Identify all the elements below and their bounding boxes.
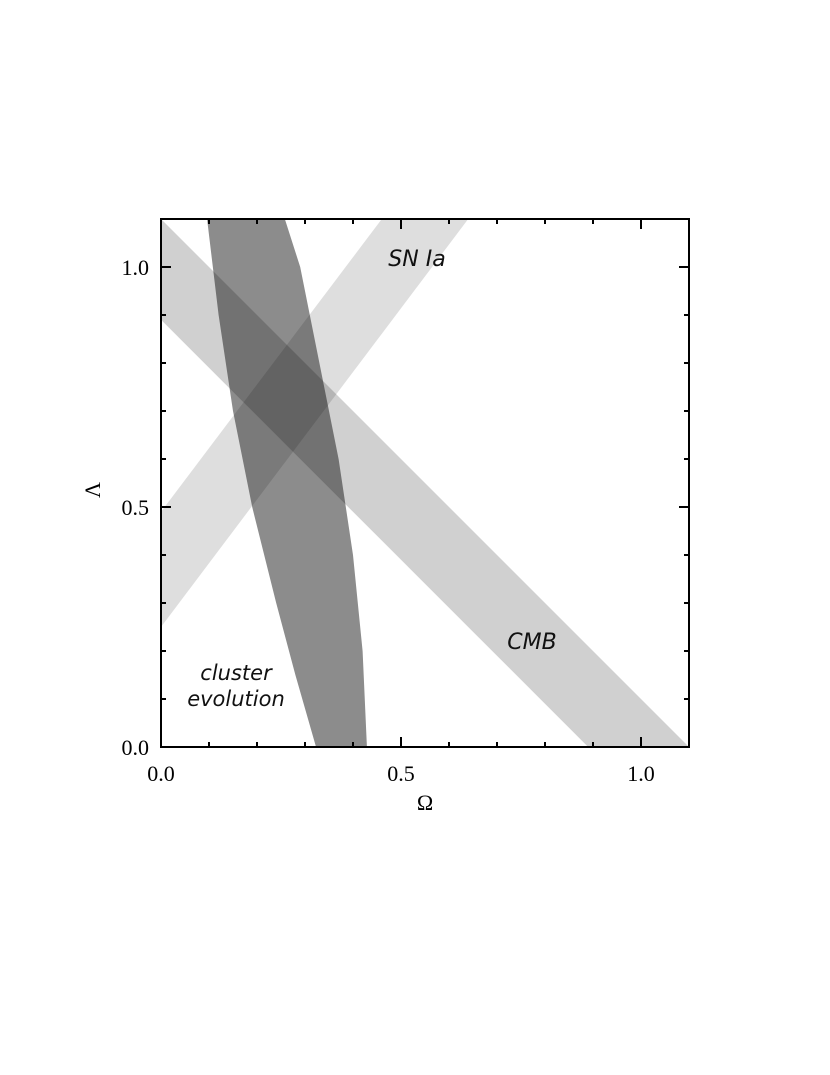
x-tick-label: 0.5 xyxy=(387,761,415,786)
region-label: CMB xyxy=(507,630,556,655)
y-tick-label: 0.0 xyxy=(122,735,150,760)
y-axis-label: Λ xyxy=(80,482,105,498)
plot-frame xyxy=(160,218,690,748)
y-tick-label: 1.0 xyxy=(122,255,150,280)
x-tick-label: 0.0 xyxy=(147,761,175,786)
x-axis-label: Ω xyxy=(417,790,433,815)
region-label: SN Ia xyxy=(388,247,445,272)
x-tick-label: 1.0 xyxy=(627,761,655,786)
region xyxy=(207,219,367,747)
y-tick-label: 0.5 xyxy=(122,495,150,520)
region-label: cluster evolution xyxy=(187,661,285,711)
